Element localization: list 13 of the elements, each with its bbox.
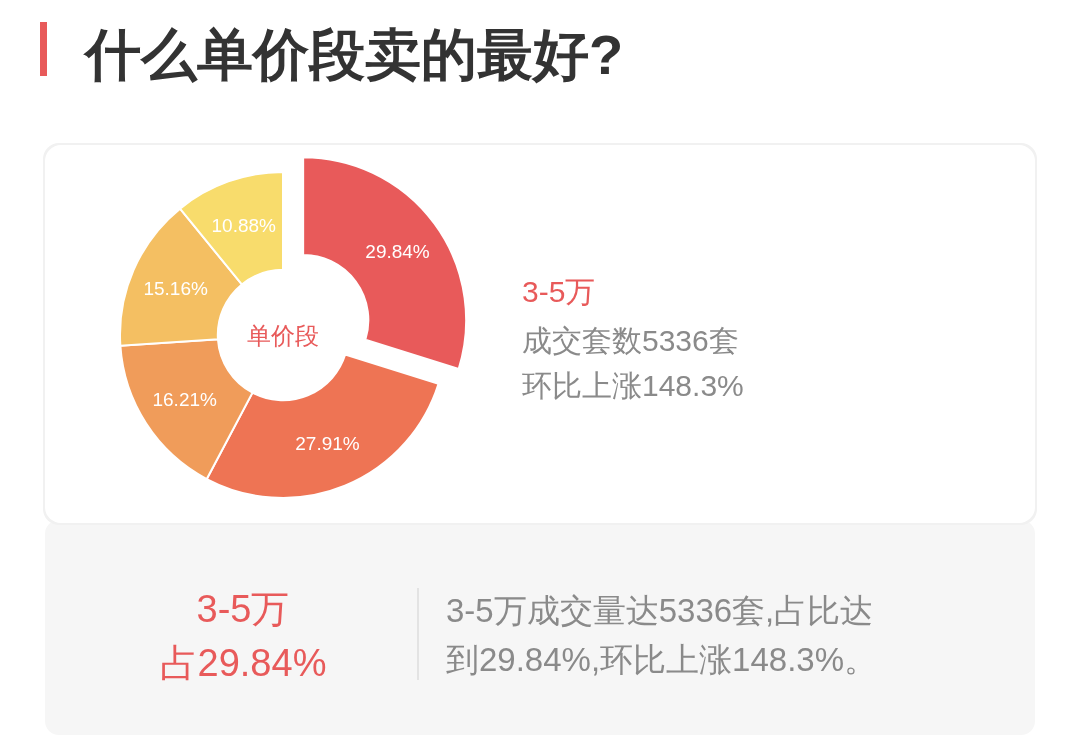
data-label: 10.88% xyxy=(211,214,277,236)
data-label: 29.84% xyxy=(365,240,430,262)
text: 占29.84% xyxy=(159,642,327,684)
text: 3-5万成交量达5336套,占比达到29.84%,环比上涨148.3%。 xyxy=(446,592,878,678)
text: 成交套数5336套 xyxy=(522,324,739,357)
text: 3-5万 xyxy=(196,588,290,630)
data-label: 27.91% xyxy=(295,433,360,455)
data-label: 16.21% xyxy=(152,388,218,410)
data-label: 15.16% xyxy=(143,278,208,300)
text: 3-5万 xyxy=(522,275,596,308)
text: 单价段 xyxy=(247,322,319,349)
text: 环比上涨148.3% xyxy=(522,369,744,402)
chart-title: 什么单价段卖的最好? xyxy=(83,23,624,86)
